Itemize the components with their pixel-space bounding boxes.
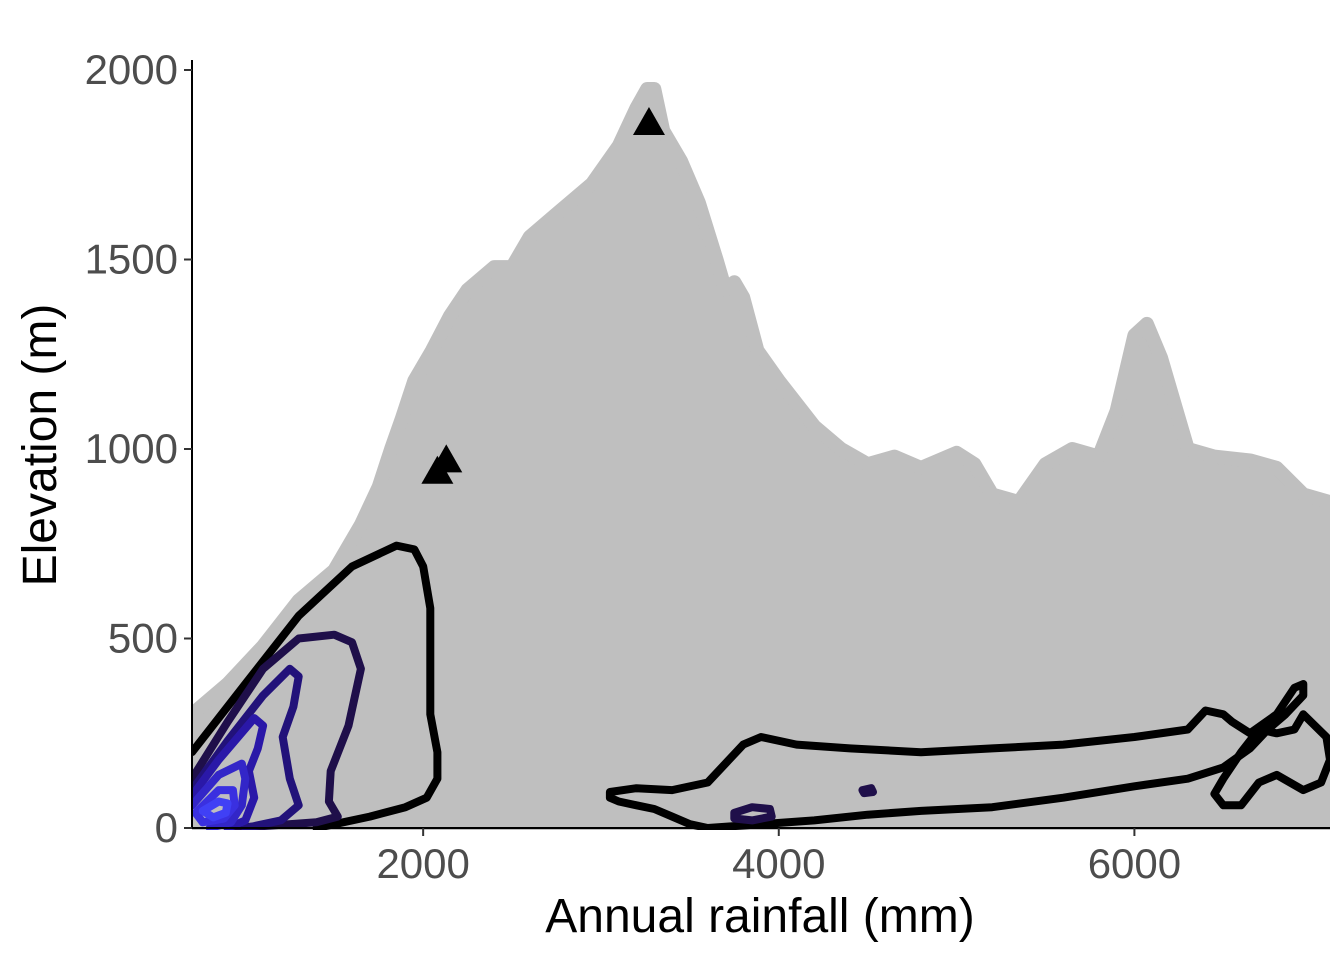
x-axis-title: Annual rainfall (mm) (545, 890, 974, 943)
x-tick-label: 2000 (376, 840, 469, 887)
density-contour-11 (198, 797, 232, 822)
x-tick-label: 4000 (732, 840, 825, 887)
density-contour-5 (730, 803, 776, 825)
density-contour-7 (192, 664, 303, 830)
density-contour-3 (1210, 710, 1330, 810)
y-tick-label: 1000 (85, 425, 178, 472)
density-contour-9 (192, 759, 250, 830)
background-point-cloud (192, 82, 1330, 830)
y-tick-label: 2000 (85, 46, 178, 93)
density-contour-2 (605, 680, 1308, 830)
y-tick-label: 1500 (85, 236, 178, 283)
axes: 2000 4000 6000 0 500 1000 1500 2000 (85, 46, 1330, 887)
x-tick-label: 6000 (1088, 840, 1181, 887)
triangle-marker-1 (632, 107, 665, 136)
plot-area (192, 82, 1330, 830)
density-contour-10 (192, 786, 239, 827)
y-tick-label: 500 (108, 615, 178, 662)
density-contour-8 (192, 714, 268, 830)
density-contour-1 (192, 541, 442, 830)
y-axis-title: Elevation (m) (14, 304, 67, 587)
density-contour-6 (858, 784, 877, 798)
triangle-marker-3 (421, 455, 454, 484)
y-tick-label: 0 (155, 804, 178, 851)
density-contour-4 (192, 630, 365, 830)
